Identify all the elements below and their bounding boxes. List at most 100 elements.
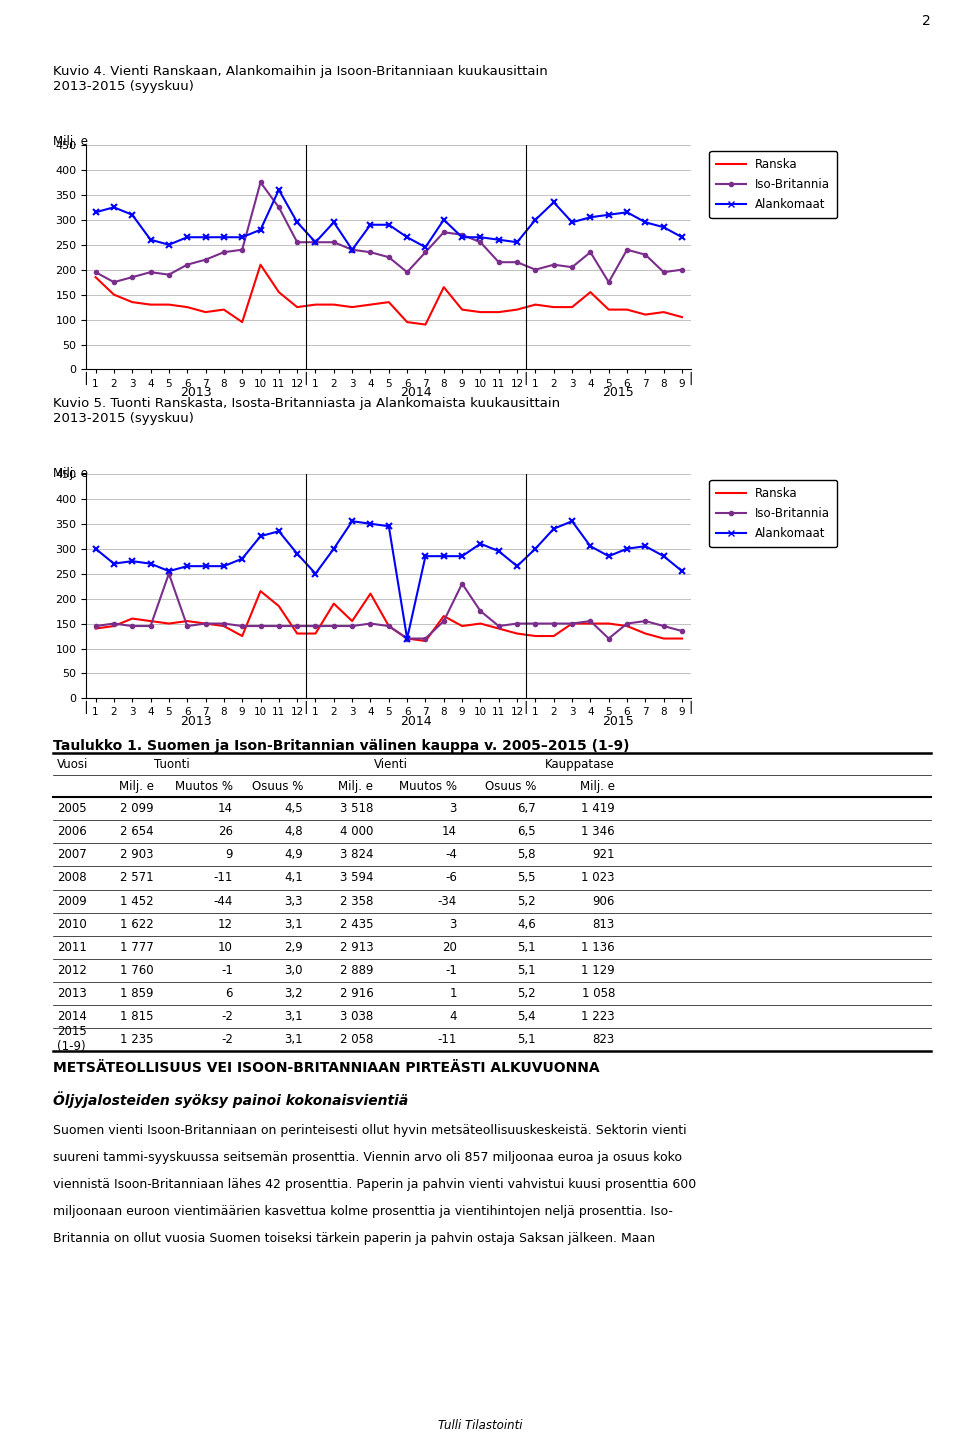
Text: 3 824: 3 824	[340, 849, 373, 862]
Text: 1 136: 1 136	[582, 940, 615, 953]
Text: 6,7: 6,7	[517, 803, 536, 816]
Text: 9: 9	[226, 849, 233, 862]
Text: 2 913: 2 913	[340, 940, 373, 953]
Text: 14: 14	[218, 803, 233, 816]
Text: 2 099: 2 099	[120, 803, 154, 816]
Text: -1: -1	[445, 964, 457, 977]
Text: Suomen vienti Isoon-Britanniaan on perinteisesti ollut hyvin metsäteollisuuskesk: Suomen vienti Isoon-Britanniaan on perin…	[53, 1124, 686, 1137]
Text: 1 622: 1 622	[120, 917, 154, 930]
Text: 5,2: 5,2	[517, 987, 536, 1000]
Text: 2013: 2013	[180, 387, 212, 400]
Text: -11: -11	[213, 871, 233, 884]
Text: 2006: 2006	[58, 826, 87, 839]
Text: 4,8: 4,8	[284, 826, 303, 839]
Text: 6: 6	[226, 987, 233, 1000]
Text: Osuus %: Osuus %	[252, 780, 303, 793]
Text: 2 903: 2 903	[120, 849, 154, 862]
Text: 20: 20	[442, 940, 457, 953]
Text: 1: 1	[449, 987, 457, 1000]
Text: 2011: 2011	[58, 940, 87, 953]
Text: 906: 906	[592, 894, 615, 907]
Text: 1 452: 1 452	[120, 894, 154, 907]
Text: 2 571: 2 571	[120, 871, 154, 884]
Text: 1 777: 1 777	[120, 940, 154, 953]
Text: 5,1: 5,1	[517, 1033, 536, 1046]
Text: 2013: 2013	[180, 716, 212, 729]
Text: 921: 921	[592, 849, 615, 862]
Text: 2005: 2005	[58, 803, 86, 816]
Legend: Ranska, Iso-Britannia, Alankomaat: Ranska, Iso-Britannia, Alankomaat	[709, 480, 837, 548]
Text: Tulli Tilastointi: Tulli Tilastointi	[438, 1419, 522, 1432]
Text: 5,2: 5,2	[517, 894, 536, 907]
Text: Osuus %: Osuus %	[485, 780, 536, 793]
Text: 26: 26	[218, 826, 233, 839]
Text: 3,1: 3,1	[284, 917, 303, 930]
Text: METSÄTEOLLISUUS VEI ISOON-BRITANNIAAN PIRTEÄSTI ALKUVUONNA: METSÄTEOLLISUUS VEI ISOON-BRITANNIAAN PI…	[53, 1061, 599, 1075]
Text: 2: 2	[923, 14, 931, 29]
Text: 3,1: 3,1	[284, 1033, 303, 1046]
Text: -6: -6	[445, 871, 457, 884]
Text: 3,1: 3,1	[284, 1010, 303, 1023]
Text: 10: 10	[218, 940, 233, 953]
Text: 6,5: 6,5	[517, 826, 536, 839]
Text: 1 223: 1 223	[582, 1010, 615, 1023]
Text: 1 058: 1 058	[582, 987, 615, 1000]
Text: 3 594: 3 594	[340, 871, 373, 884]
Text: 2007: 2007	[58, 849, 87, 862]
Text: 2010: 2010	[58, 917, 87, 930]
Text: 5,8: 5,8	[517, 849, 536, 862]
Text: 14: 14	[442, 826, 457, 839]
Text: 1 023: 1 023	[582, 871, 615, 884]
Text: 1 859: 1 859	[120, 987, 154, 1000]
Text: 2 358: 2 358	[340, 894, 373, 907]
Text: 2015: 2015	[602, 387, 634, 400]
Text: miljoonaan euroon vientimäärien kasvettua kolme prosenttia ja vientihintojen nel: miljoonaan euroon vientimäärien kasvettu…	[53, 1206, 673, 1217]
Text: 5,5: 5,5	[517, 871, 536, 884]
Text: 1 815: 1 815	[120, 1010, 154, 1023]
Text: Tuonti: Tuonti	[154, 758, 189, 771]
Text: -1: -1	[221, 964, 233, 977]
Text: -44: -44	[213, 894, 233, 907]
Text: 5,1: 5,1	[517, 964, 536, 977]
Text: 4,9: 4,9	[284, 849, 303, 862]
Text: Britannia on ollut vuosia Suomen toiseksi tärkein paperin ja pahvin ostaja Saksa: Britannia on ollut vuosia Suomen toiseks…	[53, 1232, 655, 1245]
Text: 4,1: 4,1	[284, 871, 303, 884]
Text: 3: 3	[449, 803, 457, 816]
Text: 2,9: 2,9	[284, 940, 303, 953]
Text: 4: 4	[449, 1010, 457, 1023]
Text: 2015
(1-9): 2015 (1-9)	[58, 1024, 87, 1053]
Text: 823: 823	[592, 1033, 615, 1046]
Text: 4,5: 4,5	[284, 803, 303, 816]
Text: 3 038: 3 038	[340, 1010, 373, 1023]
Text: 1 346: 1 346	[582, 826, 615, 839]
Text: 1 760: 1 760	[120, 964, 154, 977]
Text: 2 654: 2 654	[120, 826, 154, 839]
Text: 3 518: 3 518	[340, 803, 373, 816]
Text: 1 129: 1 129	[581, 964, 615, 977]
Text: 4 000: 4 000	[340, 826, 373, 839]
Text: 2009: 2009	[58, 894, 87, 907]
Text: viennistä Isoon-Britanniaan lähes 42 prosenttia. Paperin ja pahvin vienti vahvis: viennistä Isoon-Britanniaan lähes 42 pro…	[53, 1178, 696, 1191]
Text: 2015: 2015	[602, 716, 634, 729]
Text: Milj. e: Milj. e	[580, 780, 615, 793]
Text: 5,1: 5,1	[517, 940, 536, 953]
Text: 1 235: 1 235	[120, 1033, 154, 1046]
Text: -2: -2	[221, 1033, 233, 1046]
Text: Kuvio 4. Vienti Ranskaan, Alankomaihin ja Isoon-Britanniaan kuukausittain
2013-2: Kuvio 4. Vienti Ranskaan, Alankomaihin j…	[53, 65, 547, 93]
Text: 2 435: 2 435	[340, 917, 373, 930]
Text: Taulukko 1. Suomen ja Ison-Britannian välinen kauppa v. 2005–2015 (1-9): Taulukko 1. Suomen ja Ison-Britannian vä…	[53, 739, 630, 753]
Text: 3,0: 3,0	[285, 964, 303, 977]
Text: Milj. e: Milj. e	[119, 780, 154, 793]
Text: Vuosi: Vuosi	[58, 758, 88, 771]
Text: 2 058: 2 058	[340, 1033, 373, 1046]
Text: 2014: 2014	[400, 387, 432, 400]
Text: 5,4: 5,4	[517, 1010, 536, 1023]
Text: Kauppatase: Kauppatase	[545, 758, 615, 771]
Text: Milj. e: Milj. e	[53, 467, 87, 480]
Text: Muutos %: Muutos %	[398, 780, 457, 793]
Text: 3: 3	[449, 917, 457, 930]
Legend: Ranska, Iso-Britannia, Alankomaat: Ranska, Iso-Britannia, Alankomaat	[709, 151, 837, 219]
Text: -34: -34	[438, 894, 457, 907]
Text: -2: -2	[221, 1010, 233, 1023]
Text: Vienti: Vienti	[373, 758, 407, 771]
